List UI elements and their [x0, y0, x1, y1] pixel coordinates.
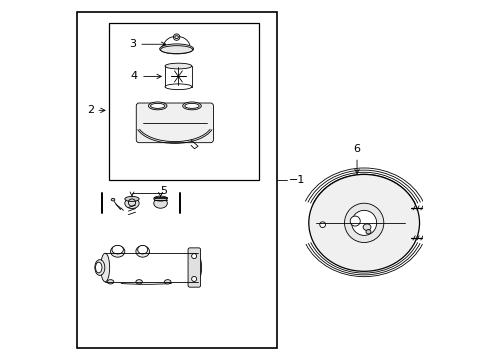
Text: 4: 4 — [131, 71, 138, 81]
Ellipse shape — [148, 102, 166, 110]
Ellipse shape — [95, 262, 102, 273]
Bar — [164, 66, 191, 87]
Ellipse shape — [111, 198, 115, 201]
Text: 2: 2 — [86, 105, 94, 115]
Ellipse shape — [164, 84, 191, 90]
Ellipse shape — [153, 196, 167, 201]
Ellipse shape — [124, 197, 139, 202]
Ellipse shape — [101, 253, 109, 282]
Ellipse shape — [112, 246, 123, 254]
Ellipse shape — [308, 174, 419, 271]
FancyBboxPatch shape — [136, 103, 213, 143]
Ellipse shape — [136, 280, 142, 284]
Ellipse shape — [160, 46, 192, 54]
Ellipse shape — [160, 44, 193, 54]
Text: 6: 6 — [352, 144, 359, 154]
Text: 3: 3 — [129, 39, 136, 49]
Ellipse shape — [138, 246, 147, 254]
Text: 5: 5 — [160, 186, 167, 197]
Ellipse shape — [365, 230, 370, 234]
Ellipse shape — [107, 280, 114, 284]
Bar — [108, 23, 258, 180]
Circle shape — [319, 222, 325, 228]
Circle shape — [191, 253, 196, 258]
Ellipse shape — [194, 256, 201, 279]
Ellipse shape — [95, 260, 104, 275]
FancyBboxPatch shape — [188, 248, 200, 287]
Ellipse shape — [173, 34, 180, 40]
Ellipse shape — [164, 280, 171, 284]
Ellipse shape — [183, 102, 201, 110]
Ellipse shape — [150, 103, 164, 108]
Circle shape — [191, 276, 196, 282]
Ellipse shape — [124, 198, 139, 208]
Ellipse shape — [110, 246, 124, 257]
Circle shape — [351, 210, 376, 235]
Circle shape — [344, 203, 383, 243]
Bar — [77, 12, 276, 348]
Ellipse shape — [363, 224, 370, 230]
Ellipse shape — [153, 198, 167, 208]
Ellipse shape — [184, 103, 199, 108]
Circle shape — [349, 216, 360, 226]
Ellipse shape — [136, 246, 149, 257]
Text: −1: −1 — [288, 175, 305, 185]
Ellipse shape — [164, 63, 191, 69]
